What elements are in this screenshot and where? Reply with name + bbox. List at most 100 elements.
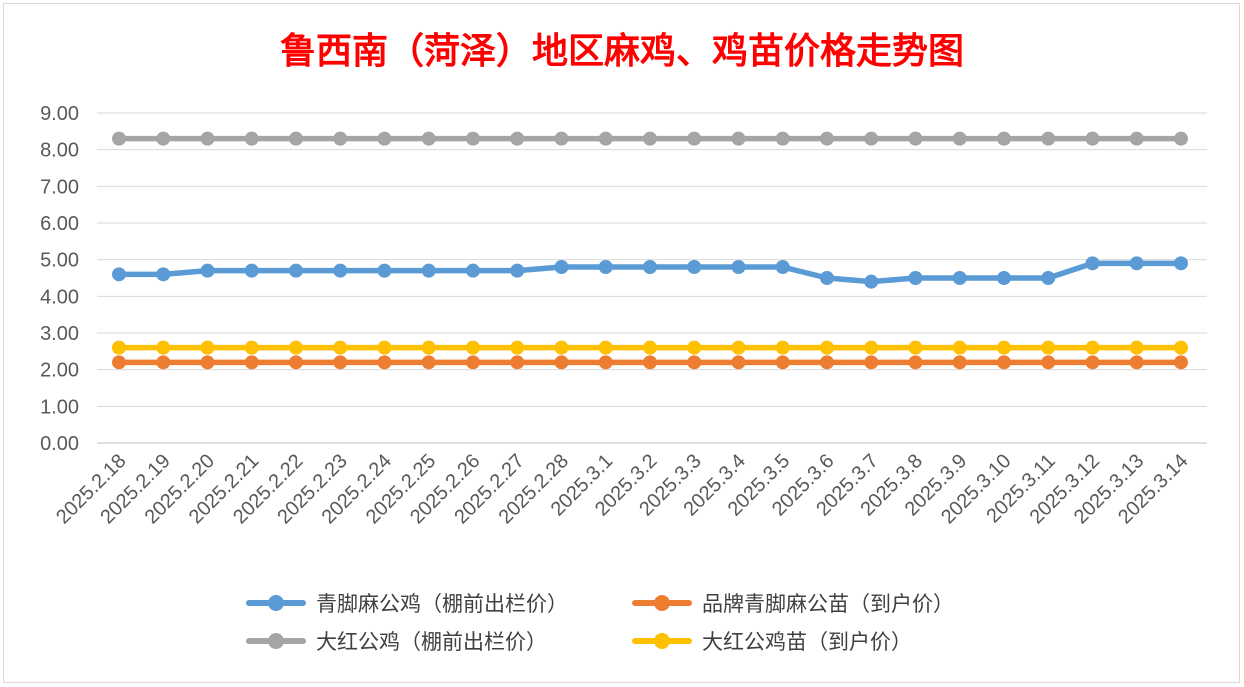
- legend-item-series-3[interactable]: 大红公鸡（棚前出栏价）: [246, 624, 547, 658]
- data-point[interactable]: [820, 355, 834, 370]
- data-point[interactable]: [333, 131, 348, 146]
- data-point[interactable]: [1041, 271, 1056, 285]
- data-point[interactable]: [244, 340, 259, 355]
- data-point[interactable]: [1129, 131, 1144, 146]
- data-point[interactable]: [997, 355, 1011, 370]
- data-point[interactable]: [200, 131, 215, 146]
- data-point[interactable]: [200, 340, 215, 355]
- data-point[interactable]: [333, 340, 348, 355]
- data-point[interactable]: [421, 355, 436, 370]
- data-point[interactable]: [731, 355, 746, 370]
- data-point[interactable]: [1174, 355, 1188, 370]
- data-point[interactable]: [1129, 340, 1144, 355]
- data-point[interactable]: [775, 355, 790, 370]
- data-point[interactable]: [466, 340, 480, 355]
- data-point[interactable]: [598, 355, 613, 370]
- data-point[interactable]: [598, 131, 613, 146]
- data-point[interactable]: [510, 263, 525, 278]
- data-point[interactable]: [997, 340, 1011, 355]
- data-point[interactable]: [510, 355, 525, 370]
- data-point[interactable]: [377, 131, 392, 146]
- data-point[interactable]: [1041, 355, 1056, 370]
- data-point[interactable]: [1041, 340, 1056, 355]
- data-point[interactable]: [820, 131, 834, 146]
- data-point[interactable]: [554, 355, 569, 370]
- data-point[interactable]: [775, 340, 790, 355]
- data-point[interactable]: [200, 355, 215, 370]
- data-point[interactable]: [598, 340, 613, 355]
- data-point[interactable]: [244, 355, 259, 370]
- data-point[interactable]: [156, 131, 171, 146]
- data-point[interactable]: [466, 263, 480, 278]
- data-point[interactable]: [421, 263, 436, 278]
- data-point[interactable]: [731, 131, 746, 146]
- data-point[interactable]: [421, 131, 436, 146]
- data-point[interactable]: [156, 267, 171, 282]
- data-point[interactable]: [864, 355, 879, 370]
- data-point[interactable]: [598, 260, 613, 274]
- data-point[interactable]: [864, 340, 879, 355]
- data-point[interactable]: [1174, 131, 1188, 146]
- data-point[interactable]: [1085, 340, 1100, 355]
- data-point[interactable]: [952, 131, 967, 146]
- data-point[interactable]: [289, 131, 303, 146]
- data-point[interactable]: [687, 355, 702, 370]
- data-point[interactable]: [908, 271, 923, 285]
- data-point[interactable]: [643, 355, 657, 370]
- data-point[interactable]: [820, 340, 834, 355]
- data-point[interactable]: [864, 131, 879, 146]
- data-point[interactable]: [200, 263, 215, 278]
- data-point[interactable]: [554, 131, 569, 146]
- data-point[interactable]: [997, 131, 1011, 146]
- data-point[interactable]: [333, 263, 348, 278]
- data-point[interactable]: [643, 340, 657, 355]
- data-point[interactable]: [643, 260, 657, 274]
- data-point[interactable]: [997, 271, 1011, 285]
- data-point[interactable]: [775, 260, 790, 274]
- data-point[interactable]: [731, 260, 746, 274]
- data-point[interactable]: [1085, 355, 1100, 370]
- data-point[interactable]: [112, 267, 126, 282]
- data-point[interactable]: [289, 355, 303, 370]
- data-point[interactable]: [820, 271, 834, 285]
- legend-item-series-4[interactable]: 大红公鸡苗（到户价）: [632, 624, 912, 658]
- data-point[interactable]: [864, 274, 879, 289]
- data-point[interactable]: [156, 340, 171, 355]
- legend-item-series-2[interactable]: 品牌青脚麻公苗（到户价）: [632, 586, 954, 620]
- data-point[interactable]: [421, 340, 436, 355]
- data-point[interactable]: [510, 131, 525, 146]
- data-point[interactable]: [908, 355, 923, 370]
- data-point[interactable]: [1174, 340, 1188, 355]
- data-point[interactable]: [377, 355, 392, 370]
- data-point[interactable]: [244, 131, 259, 146]
- data-point[interactable]: [1085, 256, 1100, 271]
- data-point[interactable]: [333, 355, 348, 370]
- data-point[interactable]: [244, 263, 259, 278]
- legend-item-series-1[interactable]: 青脚麻公鸡（棚前出栏价）: [246, 586, 568, 620]
- data-point[interactable]: [775, 131, 790, 146]
- data-point[interactable]: [952, 355, 967, 370]
- data-point[interactable]: [731, 340, 746, 355]
- data-point[interactable]: [1085, 131, 1100, 146]
- data-point[interactable]: [1129, 256, 1144, 271]
- data-point[interactable]: [510, 340, 525, 355]
- data-point[interactable]: [289, 340, 303, 355]
- data-point[interactable]: [466, 131, 480, 146]
- data-point[interactable]: [112, 131, 126, 146]
- data-point[interactable]: [466, 355, 480, 370]
- data-point[interactable]: [643, 131, 657, 146]
- data-point[interactable]: [112, 340, 126, 355]
- data-point[interactable]: [687, 131, 702, 146]
- data-point[interactable]: [952, 340, 967, 355]
- data-point[interactable]: [156, 355, 171, 370]
- data-point[interactable]: [687, 340, 702, 355]
- data-point[interactable]: [952, 271, 967, 285]
- data-point[interactable]: [908, 131, 923, 146]
- data-point[interactable]: [554, 340, 569, 355]
- data-point[interactable]: [1129, 355, 1144, 370]
- data-point[interactable]: [1174, 256, 1188, 271]
- data-point[interactable]: [1041, 131, 1056, 146]
- data-point[interactable]: [377, 340, 392, 355]
- data-point[interactable]: [377, 263, 392, 278]
- data-point[interactable]: [687, 260, 702, 274]
